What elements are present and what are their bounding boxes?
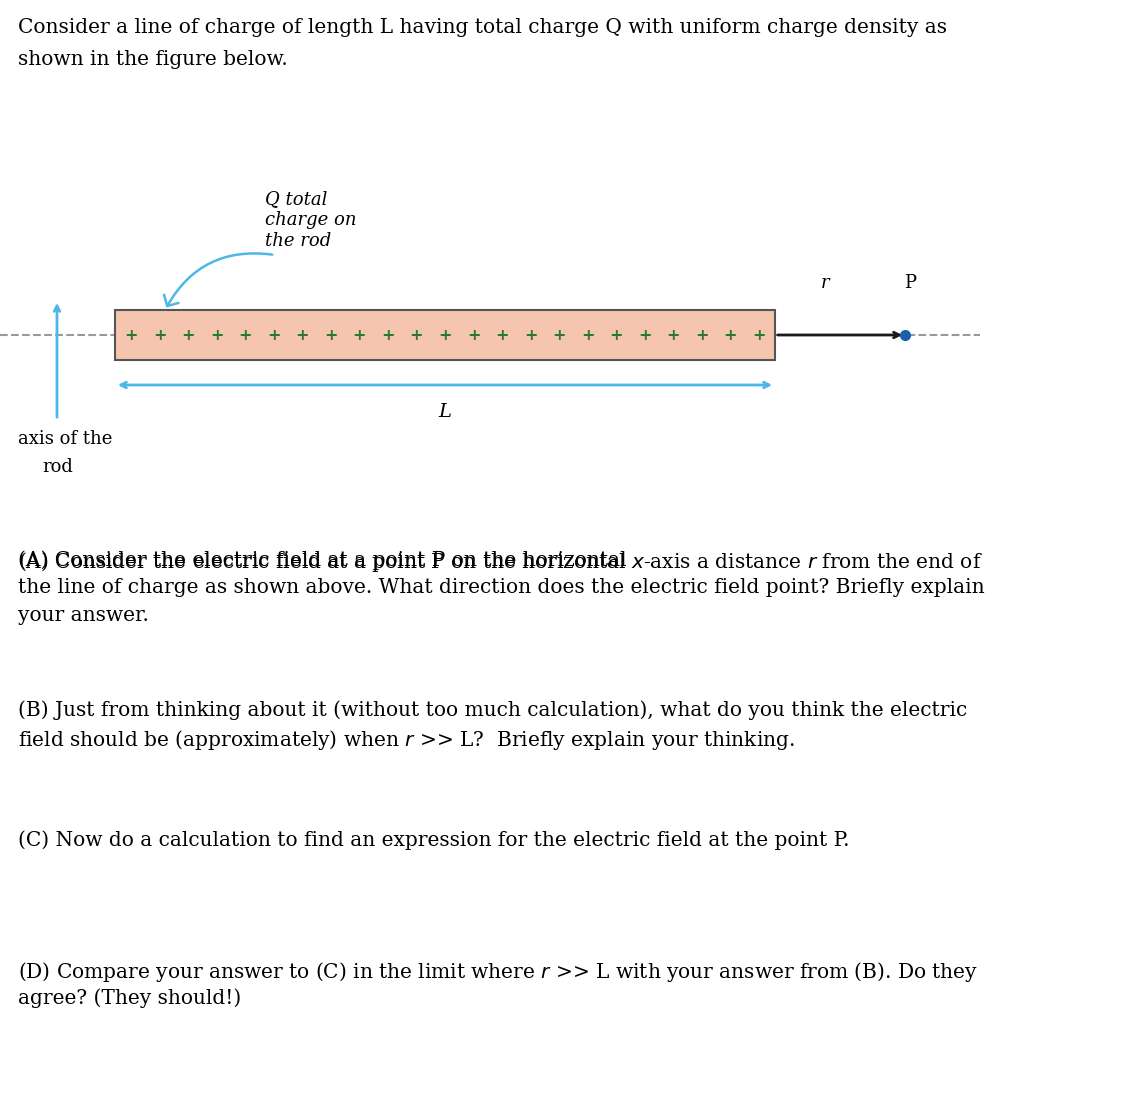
Text: Q total
charge on
the rod: Q total charge on the rod (265, 190, 357, 250)
Text: +: + (295, 328, 309, 342)
FancyArrowPatch shape (164, 253, 272, 306)
Text: +: + (438, 328, 452, 342)
Text: +: + (410, 328, 423, 342)
Text: r: r (821, 274, 830, 292)
Text: field should be (approximately) when $r$ >> L?  Briefly explain your thinking.: field should be (approximately) when $r$… (18, 728, 795, 752)
Text: +: + (352, 328, 366, 342)
Text: +: + (667, 328, 680, 342)
Text: +: + (466, 328, 480, 342)
Text: +: + (695, 328, 709, 342)
Text: +: + (496, 328, 509, 342)
Text: your answer.: your answer. (18, 606, 149, 625)
Text: Consider a line of charge of length L having total charge Q with uniform charge : Consider a line of charge of length L ha… (18, 18, 947, 37)
Text: (D) Compare your answer to (C) in the limit where $r$ >> L with your answer from: (D) Compare your answer to (C) in the li… (18, 960, 978, 984)
Text: +: + (753, 328, 765, 342)
Bar (115, 310, 775, 360)
Text: +: + (267, 328, 281, 342)
Text: +: + (638, 328, 652, 342)
Text: +: + (153, 328, 166, 342)
Text: rod: rod (42, 458, 72, 476)
Text: L: L (438, 403, 452, 421)
Text: the line of charge as shown above. What direction does the electric field point?: the line of charge as shown above. What … (18, 578, 985, 597)
Text: (C) Now do a calculation to find an expression for the electric field at the poi: (C) Now do a calculation to find an expr… (18, 830, 849, 849)
Text: +: + (723, 328, 737, 342)
Text: +: + (324, 328, 337, 342)
Text: +: + (239, 328, 252, 342)
Text: P: P (904, 274, 916, 292)
Text: +: + (209, 328, 223, 342)
Text: (A) Consider the electric field at a point P on the horizontal $x$-axis a distan: (A) Consider the electric field at a poi… (18, 550, 983, 574)
Text: +: + (609, 328, 623, 342)
Text: (B) Just from thinking about it (without too much calculation), what do you thin: (B) Just from thinking about it (without… (18, 700, 967, 719)
Text: +: + (581, 328, 594, 342)
Text: +: + (181, 328, 195, 342)
Text: (A) Consider the electric field at a point P on the horizontal: (A) Consider the electric field at a poi… (18, 550, 633, 570)
Text: +: + (125, 328, 138, 342)
Text: agree? (They should!): agree? (They should!) (18, 988, 241, 1008)
Text: +: + (524, 328, 538, 342)
Text: axis of the: axis of the (18, 430, 112, 448)
Text: +: + (381, 328, 395, 342)
Text: shown in the figure below.: shown in the figure below. (18, 50, 288, 69)
Text: +: + (552, 328, 566, 342)
